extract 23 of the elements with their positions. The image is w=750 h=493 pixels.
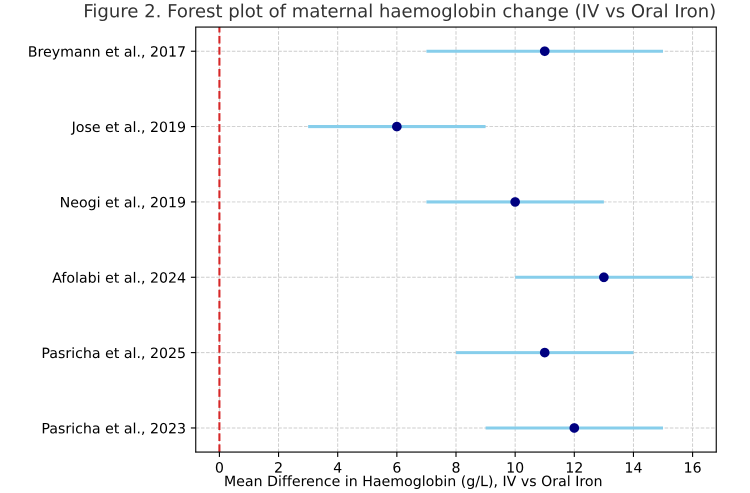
- point: [510, 197, 520, 207]
- y-tick-label: Afolabi et al., 2024: [52, 272, 186, 284]
- x-tick-label: 4: [334, 462, 342, 473]
- x-tick-label: 8: [452, 462, 460, 473]
- point: [540, 348, 550, 358]
- y-tick-label: Neogi et al., 2019: [61, 196, 186, 210]
- x-tick-label: 14: [626, 462, 642, 473]
- y-tick-label: Breymann et al., 2017: [29, 46, 185, 60]
- x-tick-label: 16: [685, 462, 701, 473]
- point: [540, 46, 550, 56]
- x-tick-label: 12: [566, 462, 582, 473]
- point: [599, 272, 609, 282]
- x-axis-title: Mean Difference in Haemoglobin (g/L), IV vs Oral Iron: [225, 475, 602, 490]
- y-tick-label: Jose et al., 2019: [70, 121, 186, 135]
- x-tick-label: 0: [216, 462, 223, 473]
- y-tick-label: Pasricha et al., 2025: [42, 347, 185, 360]
- chart-title: Figure 2. Forest plot of maternal haemoglobin change (IV vs Oral Iron): [85, 4, 715, 22]
- y-tick-label: Pasricha et al., 2023: [42, 422, 185, 435]
- x-tick-label: 2: [275, 462, 282, 473]
- point: [569, 423, 580, 433]
- x-tick-label: 6: [393, 462, 400, 473]
- x-tick-label: 10: [508, 462, 524, 473]
- point: [392, 122, 402, 132]
